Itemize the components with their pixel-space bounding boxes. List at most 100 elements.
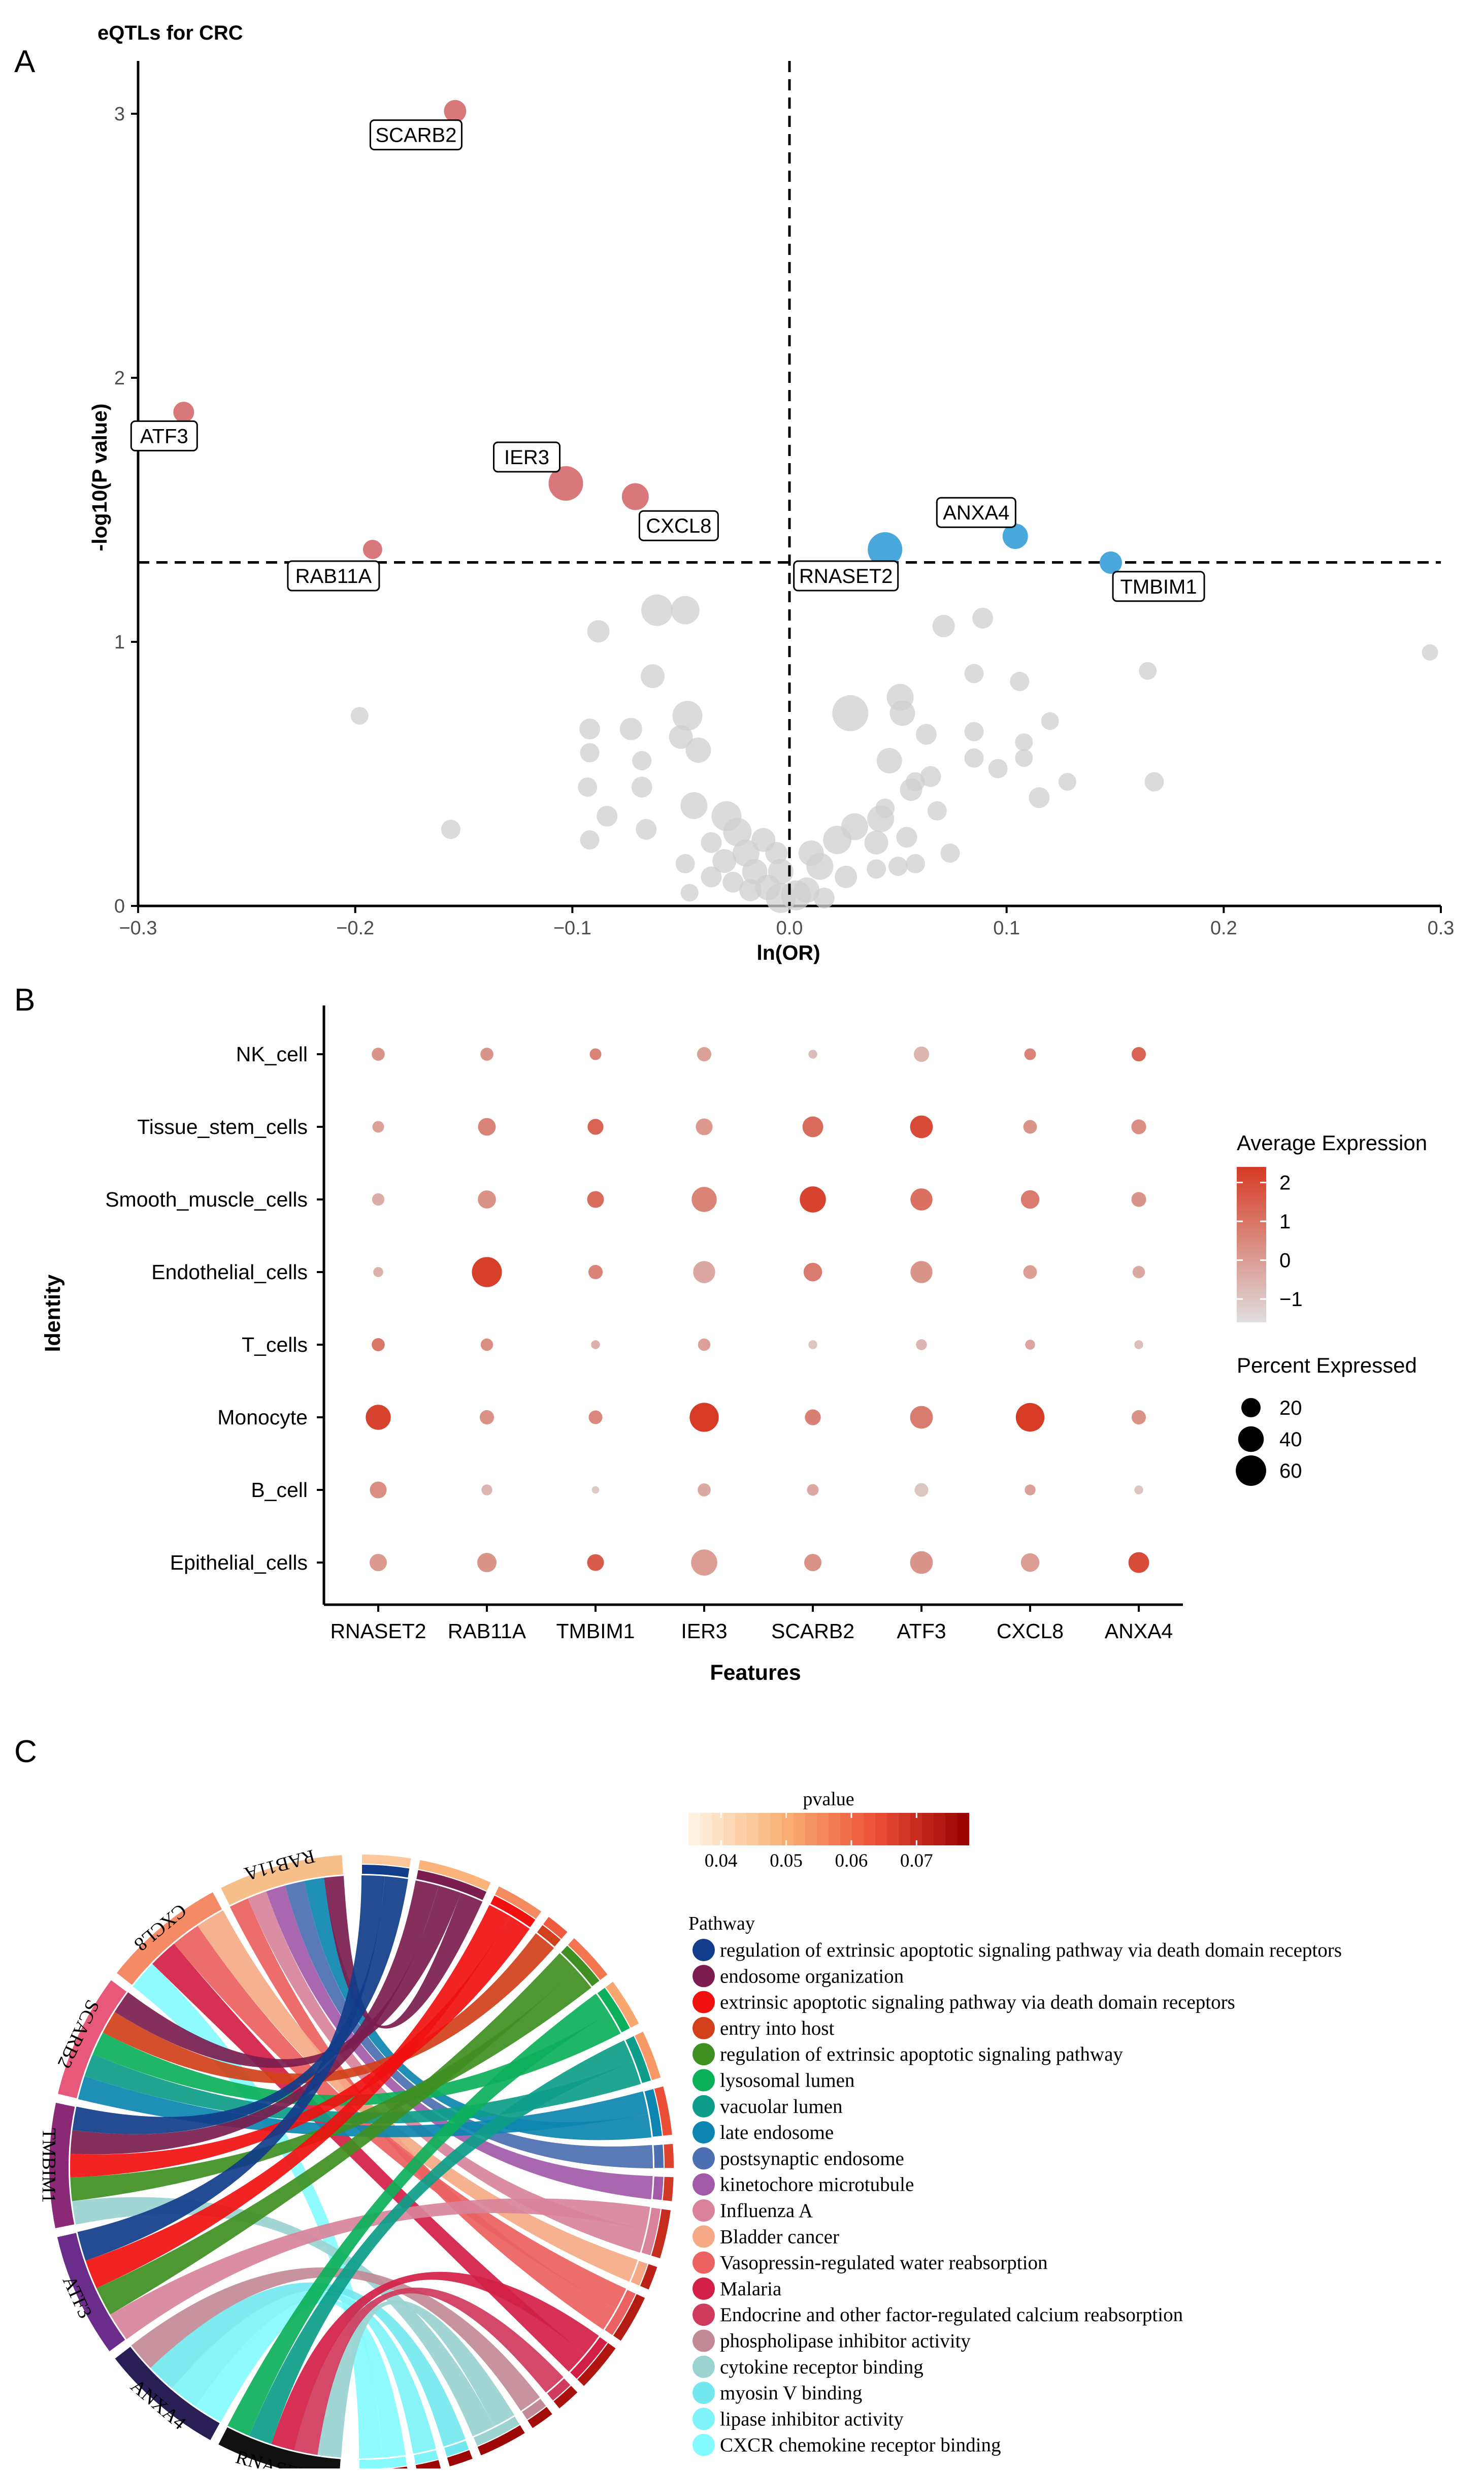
percent-legend-label: 20 [1279, 1397, 1302, 1419]
pvalue-colorbar-step [770, 1813, 782, 1845]
dot-epithelial_cells-scarb2 [804, 1554, 821, 1571]
dot-endothelial_cells-anxa4 [1132, 1265, 1145, 1279]
scatter-point-nonsig [671, 596, 700, 625]
pvalue-colorbar-step [794, 1813, 806, 1845]
dot-b_cell-tmbim1 [591, 1486, 600, 1494]
pathway-legend-label: cytokine receptor binding [720, 2356, 924, 2378]
percent-legend-dot [1241, 1397, 1261, 1418]
scatter-point-nonsig [1010, 672, 1030, 691]
chord-link-cxcl8 [152, 1943, 585, 2372]
scatter-point-nonsig [906, 854, 926, 873]
scatter-point-nonsig [722, 871, 744, 893]
gene-sector-cxcl8 [115, 1891, 223, 1987]
dot-monocyte-anxa4 [1131, 1410, 1146, 1425]
identity-label: T_cells [242, 1333, 308, 1356]
gene-sector-atf3 [56, 2231, 127, 2353]
identity-label: Epithelial_cells [170, 1551, 308, 1574]
scatter-point-nonsig [701, 832, 722, 853]
label-text-ier3: IER3 [504, 446, 549, 469]
dot-tissue_stem_cells-atf3 [910, 1115, 933, 1139]
dot-plot: RNASET2 RAB11A TMBIM1 IER3 SCARB2 ATF3 CXCL8 AN… [105, 1005, 1183, 1643]
pathway-legend-label: endosome organization [720, 1965, 904, 1987]
pathway-legend-swatch [692, 2043, 715, 2066]
dot-t_cells-tmbim1 [591, 1340, 600, 1349]
scatter-point-nonsig [1029, 787, 1050, 808]
pvalue-colorbar-step [852, 1813, 864, 1845]
pvalue-colorbar-step [957, 1813, 969, 1845]
scatter-point-nonsig [350, 707, 369, 725]
dot-tissue_stem_cells-cxcl8 [1023, 1120, 1037, 1134]
dot-nk_cell-rnaset2 [372, 1048, 385, 1061]
scatter-point-nonsig [964, 748, 984, 768]
dot-b_cell-rnaset2 [370, 1481, 387, 1499]
scatter-point-nonsig [712, 849, 737, 873]
feature-label: ATF3 [897, 1619, 946, 1643]
x-axis-label-a: ln(OR) [756, 941, 820, 964]
dot-monocyte-tmbim1 [588, 1410, 603, 1424]
feature-label: IER3 [681, 1619, 727, 1643]
gene-sector-rab11a [219, 1854, 344, 1907]
colorbar-tick-label: 1 [1279, 1211, 1291, 1233]
label-text-tmbim1: TMBIM1 [1120, 576, 1197, 598]
x-axis-label-b: Features [710, 1661, 801, 1685]
chord-link-tmbim1 [70, 1916, 530, 2177]
feature-label: SCARB2 [771, 1619, 854, 1643]
chord-link-rnaset2 [294, 2287, 564, 2455]
pathway-pvalue-sector [552, 2384, 579, 2410]
scatter-point-scarb2 [444, 100, 467, 122]
scatter-point-nonsig [723, 818, 752, 847]
dot-smooth_muscle_cells-rab11a [478, 1190, 496, 1209]
scatter-point-cxcl8 [621, 483, 649, 510]
scatter-point-nonsig [1015, 749, 1033, 767]
identity-label: Monocyte [217, 1406, 308, 1429]
pathway-pvalue-sector [476, 2424, 526, 2457]
dot-b_cell-atf3 [914, 1483, 929, 1497]
dot-epithelial_cells-cxcl8 [1020, 1553, 1040, 1572]
scatter-point-nonsig [864, 830, 888, 855]
dot-tissue_stem_cells-rab11a [478, 1118, 496, 1136]
y-tick-label-a: 2 [114, 368, 125, 389]
scatter-point-nonsig [888, 857, 908, 876]
scatter-point-nonsig [940, 843, 960, 863]
dot-nk_cell-anxa4 [1131, 1047, 1146, 1062]
identity-label: Smooth_muscle_cells [105, 1188, 308, 1211]
legend-pvalue-colorbar: 0.04 0.05 0.06 0.07 [688, 1813, 969, 1871]
pvalue-colorbar-step [945, 1813, 958, 1845]
panel-label-a: A [14, 44, 36, 79]
dot-t_cells-scarb2 [808, 1340, 817, 1349]
dot-endothelial_cells-ier3 [693, 1261, 715, 1283]
dot-tissue_stem_cells-rnaset2 [372, 1121, 384, 1133]
pathway-pvalue-sector [576, 2342, 617, 2388]
label-box-tmbim1 [1112, 571, 1205, 602]
x-tick-label-a: 0.1 [993, 918, 1020, 939]
scatter-point-nonsig [672, 701, 703, 731]
feature-label: RNASET2 [330, 1619, 426, 1643]
chord-link-atf3 [77, 1875, 385, 2261]
pvalue-colorbar-step [829, 1813, 841, 1845]
chord-link-anxa4 [150, 2282, 466, 2447]
dot-smooth_muscle_cells-atf3 [910, 1188, 933, 1211]
scatter-point-nonsig [988, 759, 1008, 778]
dot-smooth_muscle_cells-cxcl8 [1020, 1190, 1040, 1209]
x-tick-label-a: 0.2 [1210, 918, 1237, 939]
x-tick-label-a: 0.0 [776, 918, 803, 939]
dot-b_cell-scarb2 [807, 1484, 819, 1496]
dot-b_cell-ier3 [698, 1483, 711, 1497]
dot-epithelial_cells-atf3 [910, 1551, 933, 1574]
pathway-legend-swatch [692, 2017, 715, 2039]
dot-t_cells-anxa4 [1134, 1340, 1143, 1349]
identity-label: B_cell [251, 1478, 308, 1502]
dot-t_cells-atf3 [916, 1339, 927, 1350]
x-tick-label-a: −0.2 [336, 918, 374, 939]
scatter-point-nonsig [835, 865, 858, 888]
scatter-point-nonsig [580, 743, 600, 763]
feature-label: TMBIM1 [556, 1619, 635, 1643]
pathway-legend-label: Endocrine and other factor-regulated cal… [720, 2304, 1183, 2326]
colorbar-tick-label: 2 [1279, 1172, 1291, 1194]
scatter-point-tmbim1 [1099, 551, 1122, 574]
dot-t_cells-cxcl8 [1025, 1340, 1035, 1350]
dot-b_cell-cxcl8 [1025, 1484, 1036, 1495]
scatter-point-nonsig [1144, 772, 1164, 792]
scatter-point-nonsig [832, 695, 869, 731]
